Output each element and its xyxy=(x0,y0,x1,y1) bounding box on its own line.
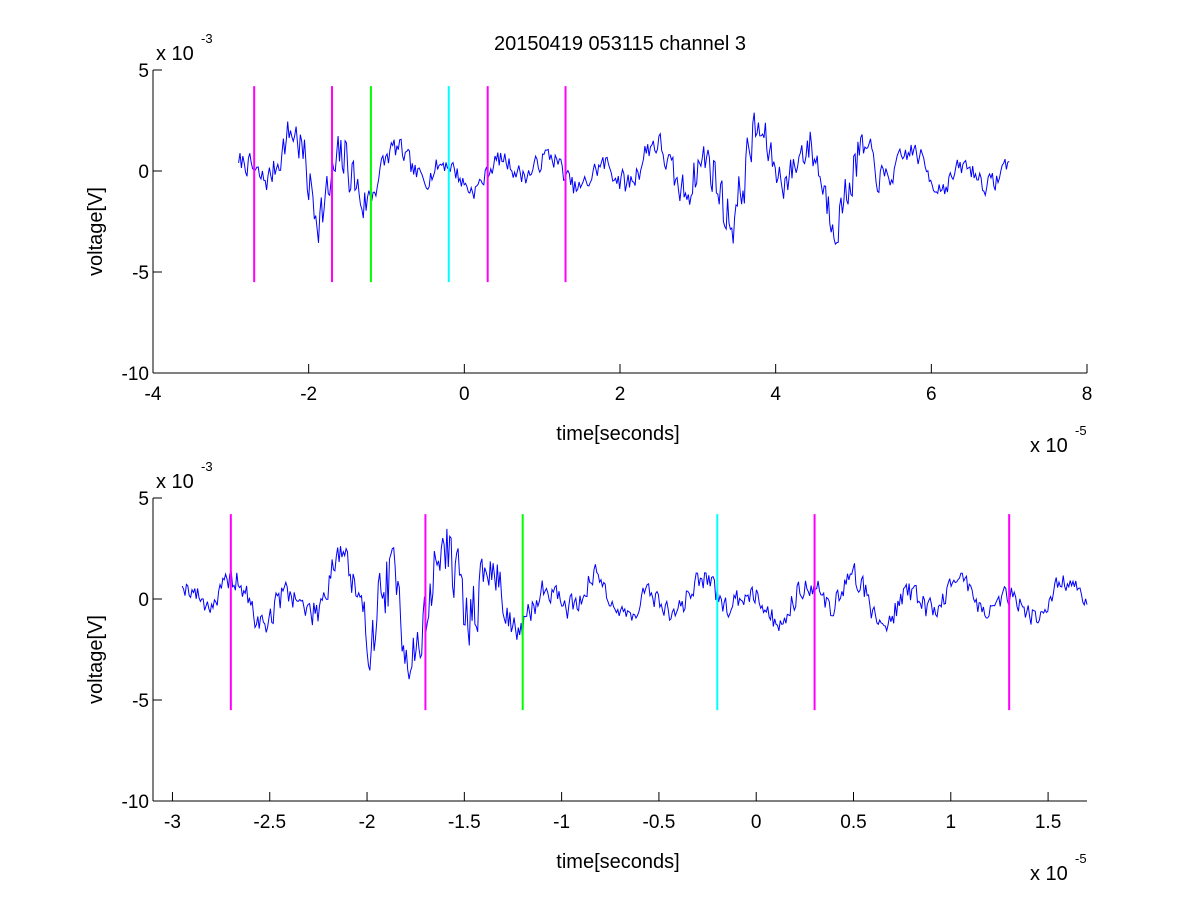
signal-series xyxy=(238,112,1010,246)
x-tick-label: -3 xyxy=(164,812,181,833)
x-exponent: -5 xyxy=(1075,851,1087,866)
x-axis-label: time[seconds] xyxy=(556,423,679,445)
top-panel: -4 -2 0 2 4 6 8 5 0 -5 -10 time[seconds] voltage[V] x… xyxy=(85,31,1092,457)
x-tick-label: -2.5 xyxy=(253,812,286,833)
x-axis-label: time[seconds] xyxy=(556,851,679,873)
signal-series xyxy=(181,528,1088,680)
x-exponent: -5 xyxy=(1075,423,1087,438)
x-tick-label: 0.5 xyxy=(840,812,866,833)
y-exponent: -3 xyxy=(201,31,213,46)
x-exponent-label: x 10 xyxy=(1030,435,1068,457)
x-tick-label: 6 xyxy=(926,384,937,405)
x-tick-label: -1 xyxy=(553,812,570,833)
y-exponent: -3 xyxy=(201,459,213,474)
y-tick-label: 5 xyxy=(138,61,149,82)
y-exponent-label: x 10 xyxy=(156,43,194,65)
bottom-panel: -3 -2.5 -2 -1.5 -1 -0.5 0 0.5 1 1.5 5 0 -5 -10 time[se… xyxy=(85,459,1088,885)
x-tick-label: 0 xyxy=(459,384,470,405)
x-tick-label: -4 xyxy=(145,384,162,405)
x-tick-label: -0.5 xyxy=(643,812,676,833)
x-tick-label: 4 xyxy=(770,384,781,405)
y-tick-label: 5 xyxy=(138,489,149,510)
x-tick-label: -2 xyxy=(300,384,317,405)
x-tick-label: 0 xyxy=(751,812,762,833)
x-tick-label: 1 xyxy=(946,812,957,833)
y-tick-label: -5 xyxy=(132,691,149,712)
x-tick-label: 2 xyxy=(615,384,626,405)
y-tick-label: 0 xyxy=(138,590,149,611)
y-tick-label: 0 xyxy=(138,162,149,183)
y-axis-label: voltage[V] xyxy=(85,187,107,276)
y-axis-label: voltage[V] xyxy=(85,615,107,704)
y-tick-label: -10 xyxy=(122,792,149,813)
x-exponent-label: x 10 xyxy=(1030,863,1068,885)
y-tick-label: -10 xyxy=(122,364,149,385)
x-tick-label: 1.5 xyxy=(1035,812,1061,833)
x-tick-label: 8 xyxy=(1082,384,1093,405)
y-exponent-label: x 10 xyxy=(156,471,194,493)
x-tick-label: -1.5 xyxy=(448,812,481,833)
x-tick-label: -2 xyxy=(359,812,376,833)
y-tick-label: -5 xyxy=(132,263,149,284)
figure-title: 20150419 053115 channel 3 xyxy=(494,33,746,55)
